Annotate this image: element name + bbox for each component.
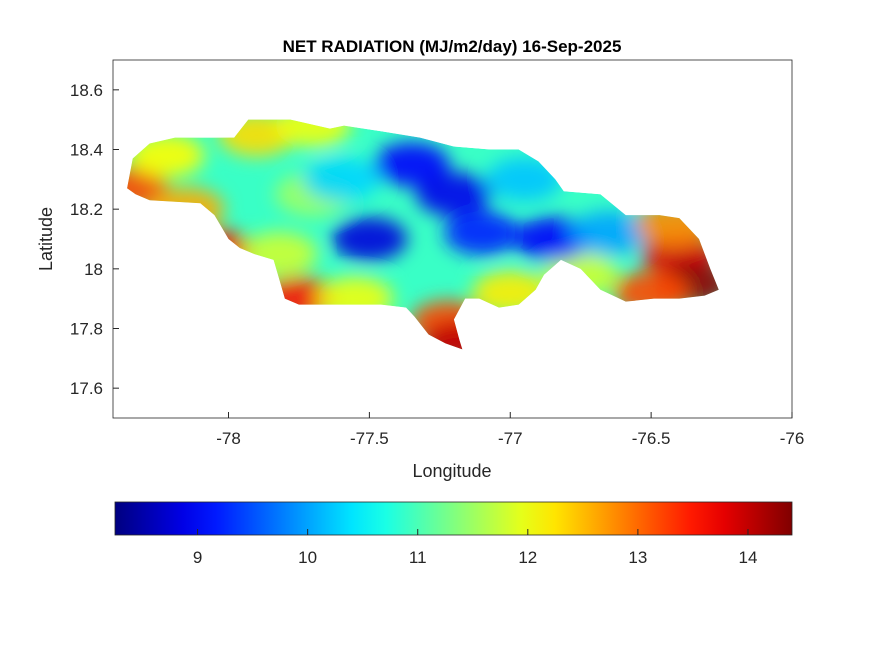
colorbar-tick-label: 9 — [193, 548, 202, 567]
y-tick-label: 18 — [84, 260, 103, 279]
x-tick-label: -77.5 — [350, 429, 389, 448]
field-blobs — [127, 119, 719, 350]
y-tick-label: 17.6 — [70, 379, 103, 398]
chart-title: NET RADIATION (MJ/m2/day) 16-Sep-2025 — [283, 37, 622, 56]
net-radiation-field — [127, 119, 719, 350]
field-sample — [373, 142, 450, 187]
x-tick-label: -77 — [498, 429, 523, 448]
land-base — [127, 119, 719, 350]
y-tick-label: 18.4 — [70, 141, 103, 160]
x-tick-label: -76 — [780, 429, 805, 448]
field-sample — [486, 157, 563, 202]
colorbar — [114, 501, 793, 536]
x-axis-label: Longitude — [412, 461, 491, 481]
field-sample — [415, 172, 492, 217]
field-sample — [514, 217, 591, 261]
y-tick-label: 18.6 — [70, 81, 103, 100]
colorbar-tick-label: 10 — [298, 548, 317, 567]
x-tick-label: -76.5 — [632, 429, 671, 448]
y-tick-label: 18.2 — [70, 200, 103, 219]
field-sample — [127, 166, 168, 211]
field-sample — [303, 157, 380, 202]
y-axis-label: Latitude — [36, 207, 56, 271]
colorbar-tick-label: 13 — [628, 548, 647, 567]
field-sample — [444, 211, 521, 256]
x-tick-label: -78 — [216, 429, 241, 448]
colorbar-tick-label: 12 — [518, 548, 537, 567]
colorbar-tick-label: 11 — [409, 548, 427, 567]
field-sample — [570, 211, 647, 256]
field-sample — [275, 119, 352, 148]
field-sample — [331, 217, 408, 261]
colorbar-tick-label: 14 — [739, 548, 758, 567]
y-tick-label: 17.8 — [70, 320, 103, 339]
